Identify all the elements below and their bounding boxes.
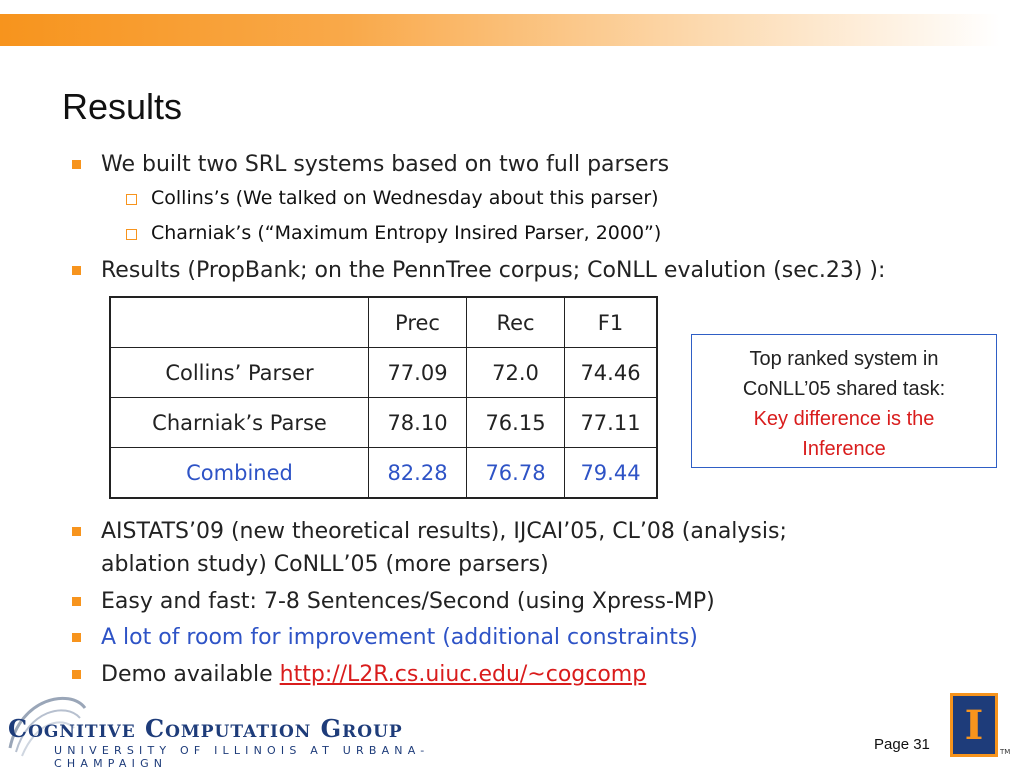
table-cell: Charniak’s Parse <box>109 397 369 448</box>
callout-line: CoNLL’05 shared task: <box>742 378 946 400</box>
table-cell: 79.44 <box>564 447 658 499</box>
bullet-text: Demo available <box>101 662 280 687</box>
swirl-logo-icon <box>8 696 87 757</box>
callout-line: Top ranked system in <box>749 348 939 370</box>
table-cell: 74.46 <box>564 347 658 398</box>
table-cell: 77.09 <box>368 347 467 398</box>
table-cell: Combined <box>109 447 369 499</box>
slide-title: Results <box>62 86 183 127</box>
trademark-label: TM <box>1000 748 1011 756</box>
bullet-item: AISTATS’09 (new theoretical results), IJ… <box>72 515 787 581</box>
callout-line-highlight: Inference <box>802 438 886 460</box>
bullet-text: We built two SRL systems based on two fu… <box>101 152 670 177</box>
table-row: Charniak’s Parse 78.10 76.15 77.11 <box>109 397 658 448</box>
bullet-text: ablation study) CoNLL’05 (more parsers) <box>101 552 549 577</box>
results-table: Prec Rec F1 Collins’ Parser 77.09 72.0 7… <box>109 296 658 499</box>
group-logo: Cognitive Computation Group UNIVERSITY O… <box>0 688 520 770</box>
sub-bullet-item: Collins’s (We talked on Wednesday about … <box>126 185 659 212</box>
bullet-square-icon <box>72 633 81 642</box>
table-cell: 78.10 <box>368 397 467 448</box>
table-header-cell: F1 <box>564 296 658 348</box>
table-cell: 72.0 <box>466 347 565 398</box>
bullet-item: A lot of room for improvement (additiona… <box>72 621 698 654</box>
table-cell: 82.28 <box>368 447 467 499</box>
illinois-mark: I <box>964 701 984 749</box>
table-header-cell <box>109 296 369 348</box>
table-row-combined: Combined 82.28 76.78 79.44 <box>109 447 658 499</box>
bullet-item: Results (PropBank; on the PennTree corpu… <box>72 254 885 287</box>
bullet-square-icon <box>72 670 81 679</box>
bullet-square-icon <box>72 527 81 536</box>
demo-link[interactable]: http://L2R.cs.uiuc.edu/~cogcomp <box>279 662 647 687</box>
bullet-text: Easy and fast: 7-8 Sentences/Second (usi… <box>101 589 715 614</box>
bullet-text: AISTATS’09 (new theoretical results), IJ… <box>101 519 787 544</box>
bullet-square-icon <box>72 266 81 275</box>
hollow-square-icon <box>126 229 137 240</box>
bullet-square-icon <box>72 160 81 169</box>
logo-title: Cognitive Computation Group <box>8 714 403 743</box>
sub-bullet-text: Charniak’s (“Maximum Entropy Insired Par… <box>151 222 662 244</box>
hollow-square-icon <box>126 194 137 205</box>
table-header-cell: Rec <box>466 296 565 348</box>
header-gradient-bar <box>0 14 1000 46</box>
table-cell: 76.78 <box>466 447 565 499</box>
callout-line-highlight: Key difference is the <box>753 408 935 430</box>
table-cell: Collins’ Parser <box>109 347 369 398</box>
bullet-item: Easy and fast: 7-8 Sentences/Second (usi… <box>72 585 715 618</box>
bullet-item: Demo available http://L2R.cs.uiuc.edu/~c… <box>72 658 646 691</box>
sub-bullet-text: Collins’s (We talked on Wednesday about … <box>151 187 659 209</box>
sub-bullet-item: Charniak’s (“Maximum Entropy Insired Par… <box>126 220 661 247</box>
page-number: Page 31 <box>874 736 930 753</box>
bullet-item: We built two SRL systems based on two fu… <box>72 148 669 181</box>
logo-subtitle: UNIVERSITY OF ILLINOIS AT URBANA-CHAMPAI… <box>54 744 430 770</box>
table-row: Collins’ Parser 77.09 72.0 74.46 <box>109 347 658 398</box>
bullet-text: A lot of room for improvement (additiona… <box>101 625 698 650</box>
table-header-cell: Prec <box>368 296 467 348</box>
table-header-row: Prec Rec F1 <box>109 296 658 348</box>
bullet-text: Results (PropBank; on the PennTree corpu… <box>101 258 886 283</box>
table-cell: 76.15 <box>466 397 565 448</box>
illinois-logo-icon: I <box>950 693 998 757</box>
bullet-square-icon <box>72 597 81 606</box>
table-cell: 77.11 <box>564 397 658 448</box>
callout-box: Top ranked system in CoNLL’05 shared tas… <box>691 334 997 468</box>
